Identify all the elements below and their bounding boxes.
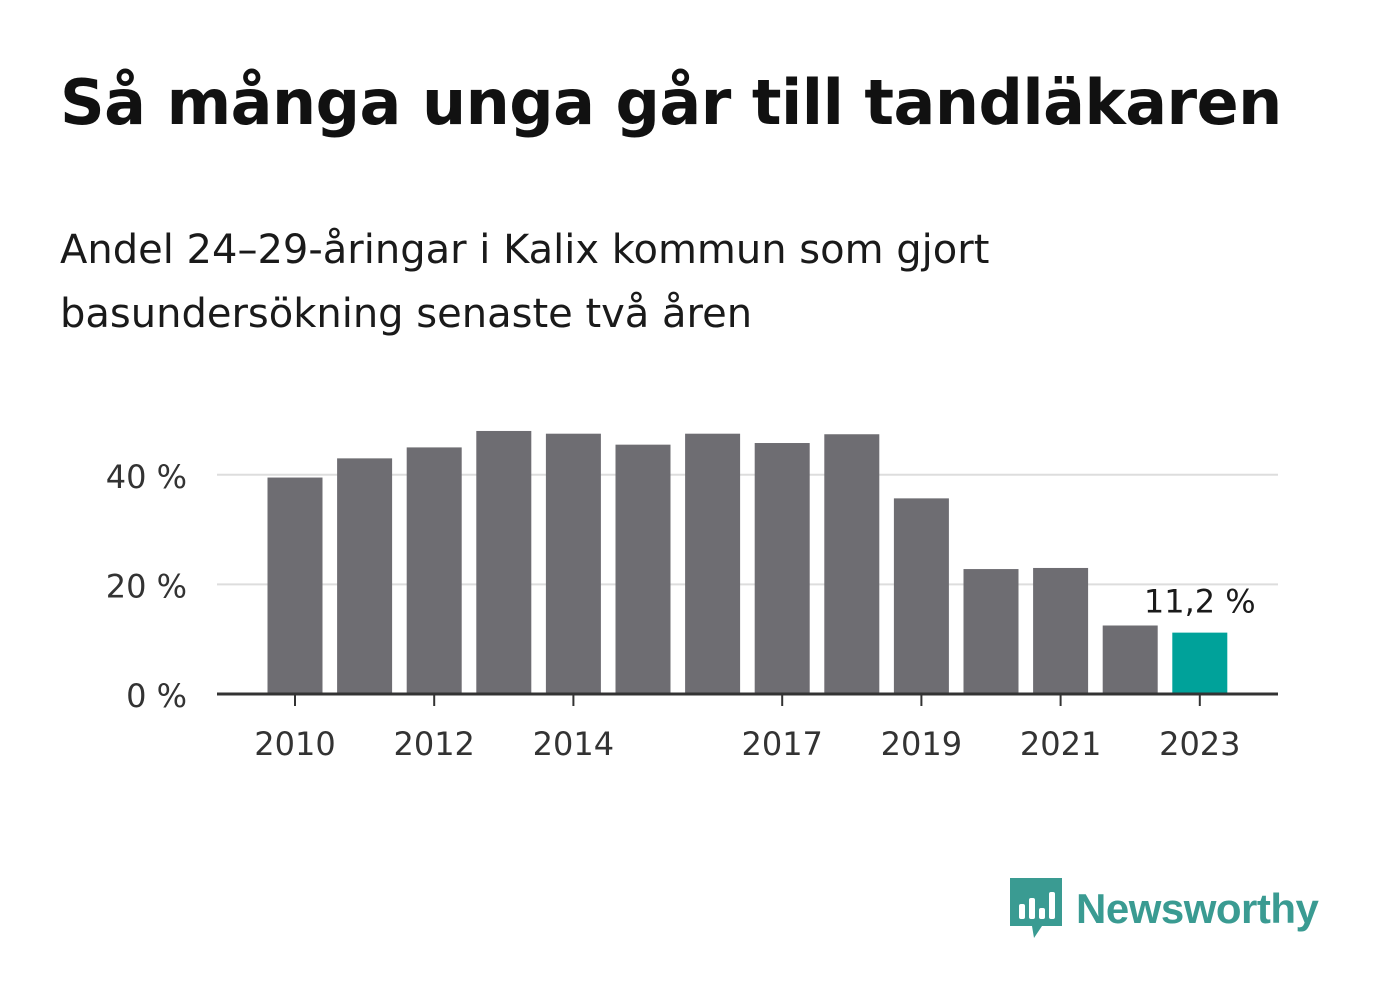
bar	[963, 569, 1019, 694]
brand-name: Newsworthy	[1076, 885, 1319, 932]
y-tick-label: 40 %	[106, 458, 187, 496]
x-tick-label: 2010	[254, 725, 335, 763]
newsworthy-bar-chart-icon	[1010, 878, 1062, 938]
bar	[267, 477, 323, 694]
x-tick-label: 2021	[1020, 725, 1101, 763]
bar	[476, 430, 532, 694]
y-tick-label: 20 %	[106, 567, 187, 605]
bar	[1102, 625, 1158, 694]
x-tick-label: 2023	[1159, 725, 1240, 763]
x-tick-label: 2019	[881, 725, 962, 763]
y-tick-label: 0 %	[126, 677, 187, 715]
x-tick-label: 2017	[741, 725, 822, 763]
bar	[1172, 632, 1228, 694]
chart-title: Så många unga går till tandläkaren	[60, 66, 1282, 139]
grid-lines	[217, 473, 1278, 586]
bar	[545, 433, 601, 694]
x-axis-labels: 2010 2012 2014 2017 2019 2021 2023	[254, 725, 1240, 763]
x-axis	[217, 692, 1278, 706]
data-label: 11,2 %	[1144, 583, 1256, 621]
bar	[1033, 567, 1089, 694]
bar	[893, 498, 949, 694]
bar	[824, 434, 880, 694]
chart-subtitle: Andel 24–29-åringar i Kalix kommun som g…	[60, 227, 990, 337]
bars	[267, 430, 1228, 694]
bar	[406, 447, 462, 694]
bar	[337, 458, 393, 694]
data-labels: 11,2 %	[1144, 583, 1256, 621]
brand-logo: Newsworthy	[1010, 878, 1319, 940]
x-tick-label: 2014	[533, 725, 614, 763]
bar	[685, 433, 741, 694]
y-axis-labels: 0 % 20 % 40 %	[106, 458, 187, 715]
bar	[615, 444, 671, 694]
x-tick-label: 2012	[393, 725, 474, 763]
bar	[754, 443, 810, 694]
